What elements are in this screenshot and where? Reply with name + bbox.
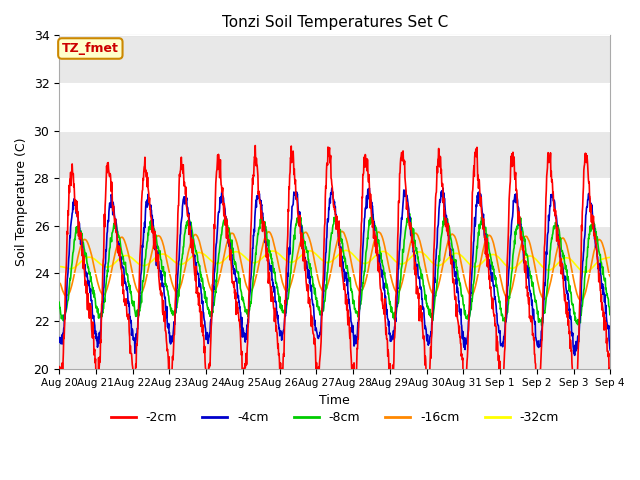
Bar	[59, 131, 611, 178]
Legend: -2cm, -4cm, -8cm, -16cm, -32cm: -2cm, -4cm, -8cm, -16cm, -32cm	[106, 406, 564, 429]
Bar	[59, 226, 611, 273]
Bar	[59, 321, 611, 369]
Title: Tonzi Soil Temperatures Set C: Tonzi Soil Temperatures Set C	[221, 15, 448, 30]
Bar	[59, 36, 611, 83]
X-axis label: Time: Time	[319, 394, 350, 407]
Y-axis label: Soil Temperature (C): Soil Temperature (C)	[15, 138, 28, 266]
Text: TZ_fmet: TZ_fmet	[62, 42, 119, 55]
